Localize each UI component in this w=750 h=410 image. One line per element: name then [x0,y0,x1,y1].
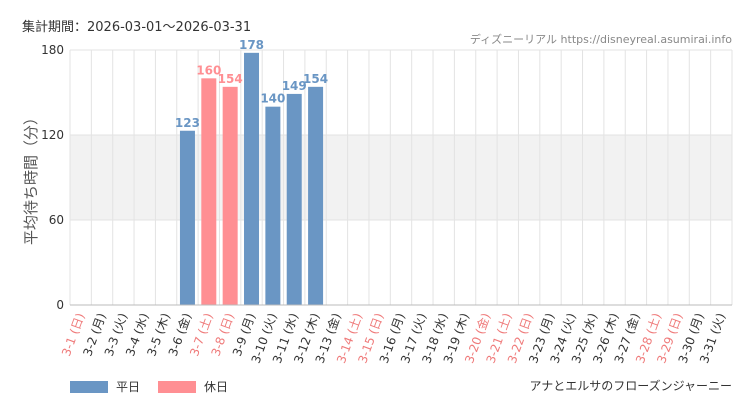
bar-value-label: 140 [260,92,285,106]
legend-swatch-holiday [158,380,197,393]
legend-label-weekday: 平日 [116,380,141,394]
legend: 平日 休日 [70,378,246,395]
legend-item-weekday[interactable]: 平日 [70,378,140,395]
bar[interactable] [244,52,260,306]
bar[interactable] [222,86,238,305]
bar-value-label: 154 [218,72,243,86]
bar[interactable] [286,93,302,306]
bar[interactable] [201,78,217,305]
bar[interactable] [308,86,324,305]
bar-value-label: 154 [303,72,328,86]
bar-value-label: 149 [282,79,307,93]
site-credit: ディズニーリアル https://disneyreal.asumirai.inf… [469,33,732,46]
legend-label-holiday: 休日 [204,380,229,394]
legend-item-holiday[interactable]: 休日 [158,378,228,395]
legend-swatch-weekday [70,380,108,393]
grid-band [70,135,732,220]
grid-layer [69,49,733,306]
y-tick-label: 60 [49,213,64,227]
attraction-name: アナとエルサのフローズンジャーニー [529,379,732,393]
bar-value-label: 160 [196,63,221,77]
bar[interactable] [265,106,281,306]
y-tick-label: 120 [41,128,64,142]
bar-value-label: 123 [175,116,200,130]
bar[interactable] [179,130,195,305]
y-tick-label: 180 [41,43,64,57]
y-tick-label: 0 [56,298,64,312]
highlight-band-layer [70,135,732,220]
period-label: 集計期間：2026-03-01～2026-03-31 [22,20,252,35]
bars-layer [179,52,324,306]
bar-value-label: 178 [239,38,264,52]
y-axis-label: 平均待ち時間（分） [22,110,40,245]
